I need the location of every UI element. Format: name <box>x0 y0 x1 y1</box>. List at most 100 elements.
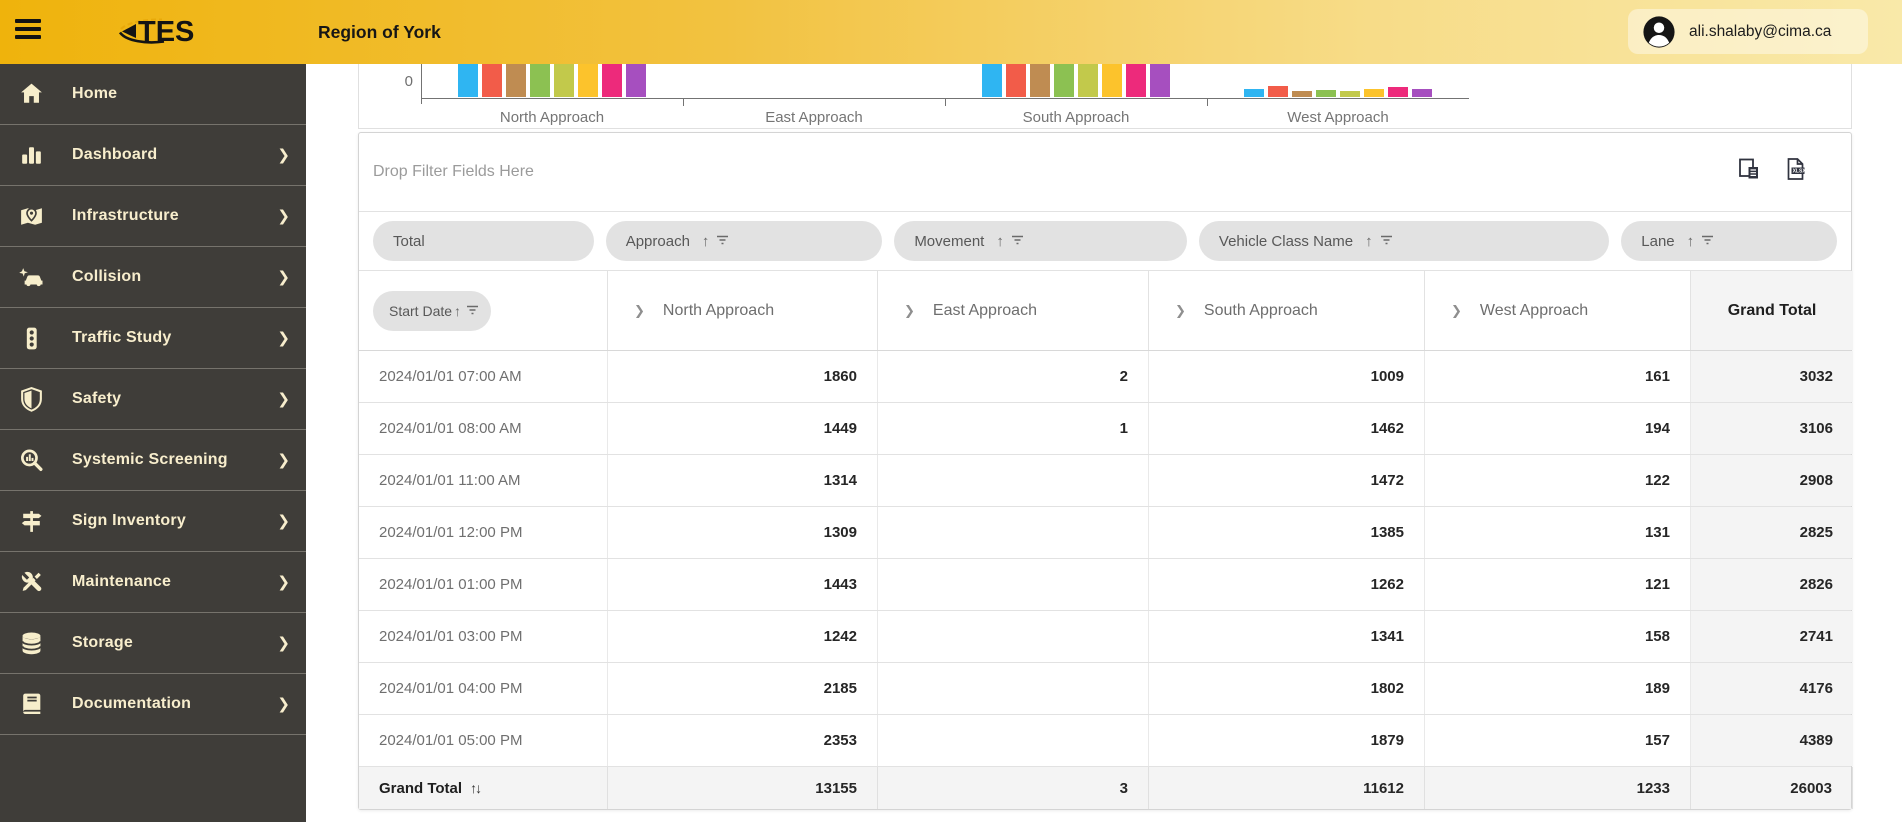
field-chip-approach[interactable]: Approach ↑ <box>605 221 883 261</box>
field-chip-total[interactable]: Total <box>373 221 594 261</box>
sort-asc-icon[interactable]: ↑ <box>701 232 710 250</box>
value-cell: 2825 <box>1691 507 1853 558</box>
row-date-cell: 2024/01/01 11:00 AM <box>359 455 608 506</box>
chart-bar <box>1244 89 1264 97</box>
sidebar-item-dashboard[interactable]: Dashboard ❯ <box>0 125 306 186</box>
hamburger-menu-icon[interactable] <box>15 19 42 45</box>
grand-total-label: Grand Total ↑↓ <box>359 767 608 809</box>
column-header-north-approach[interactable]: ❯ North Approach <box>608 271 878 350</box>
sidebar-item-safety[interactable]: Safety ❯ <box>0 369 306 430</box>
grand-total-value: 11612 <box>1149 767 1425 809</box>
column-header-label: East Approach <box>932 301 1037 319</box>
value-cell: 1262 <box>1149 559 1425 610</box>
chart-bar <box>602 64 622 97</box>
chevron-right-icon: ❯ <box>277 452 290 469</box>
sort-asc-icon[interactable]: ↑ <box>1686 232 1695 250</box>
field-chip-label: Vehicle Class Name <box>1218 232 1354 250</box>
drop-filter-label: Drop Filter Fields Here <box>373 163 534 180</box>
value-cell <box>878 611 1149 662</box>
expand-chevron-icon[interactable]: ❯ <box>904 302 915 318</box>
x-axis-tick <box>1207 98 1208 106</box>
sidebar-item-label: Collision <box>72 268 142 285</box>
expand-chevron-icon[interactable]: ❯ <box>634 302 645 318</box>
y-axis-zero-label: 0 <box>404 73 413 90</box>
chart-bar <box>1150 64 1170 97</box>
sidebar-item-label: Storage <box>72 634 133 651</box>
export-xlsx-icon[interactable]: XLSX <box>1783 157 1807 181</box>
column-header-label: West Approach <box>1479 301 1589 319</box>
sort-toggle-icon[interactable]: ↑↓ <box>470 780 482 796</box>
sidebar-item-documentation[interactable]: Documentation ❯ <box>0 674 306 735</box>
filter-icon[interactable] <box>466 303 479 319</box>
chart-bar <box>1054 64 1074 97</box>
sidebar-item-collision[interactable]: Collision ❯ <box>0 247 306 308</box>
user-email: ali.shalaby@cima.ca <box>1689 22 1832 40</box>
value-cell <box>878 455 1149 506</box>
filter-icon[interactable] <box>1011 233 1024 250</box>
sidebar: Home Dashboard ❯ Infrastructure ❯ Collis… <box>0 64 306 822</box>
table-row: 2024/01/01 01:00 PM 1443 1262 121 2826 <box>359 559 1853 611</box>
filter-icon[interactable] <box>1701 233 1714 250</box>
bar-chart-icon <box>18 141 48 169</box>
chevron-right-icon: ❯ <box>277 696 290 713</box>
table-row: 2024/01/01 11:00 AM 1314 1472 122 2908 <box>359 455 1853 507</box>
chart-bar <box>1292 91 1312 97</box>
value-cell: 4389 <box>1691 715 1853 766</box>
grand-total-value: 1233 <box>1425 767 1691 809</box>
value-cell: 2353 <box>608 715 878 766</box>
sidebar-item-sign-inventory[interactable]: Sign Inventory ❯ <box>0 491 306 552</box>
field-chip-vehicle-class-name[interactable]: Vehicle Class Name ↑ <box>1198 221 1610 261</box>
sort-asc-icon[interactable]: ↑ <box>454 302 461 319</box>
sidebar-item-systemic-screening[interactable]: Systemic Screening ❯ <box>0 430 306 491</box>
sidebar-item-infrastructure[interactable]: Infrastructure ❯ <box>0 186 306 247</box>
value-cell <box>878 559 1149 610</box>
chevron-right-icon: ❯ <box>277 330 290 347</box>
chart-bar <box>458 64 478 97</box>
topbar: TES Region of York ali.shalaby@cima.ca <box>0 0 1902 64</box>
sort-asc-icon[interactable]: ↑ <box>1365 232 1373 250</box>
field-chooser-icon[interactable] <box>1737 157 1761 181</box>
expand-chevron-icon[interactable]: ❯ <box>1451 302 1462 318</box>
value-cell: 1449 <box>608 403 878 454</box>
field-chip-movement[interactable]: Movement ↑ <box>894 221 1187 261</box>
value-cell: 158 <box>1425 611 1691 662</box>
row-date-cell: 2024/01/01 05:00 PM <box>359 715 608 766</box>
row-field-cell: Start Date ↑ <box>359 271 608 350</box>
column-header-grand-total: Grand Total <box>1691 271 1853 350</box>
value-cell: 1462 <box>1149 403 1425 454</box>
grand-total-value: 3 <box>878 767 1149 809</box>
field-chip-lane[interactable]: Lane ↑ <box>1621 221 1837 261</box>
category-label: West Approach <box>1287 109 1389 126</box>
row-date-cell: 2024/01/01 12:00 PM <box>359 507 608 558</box>
column-header-east-approach[interactable]: ❯ East Approach <box>878 271 1149 350</box>
chart-bar <box>1388 87 1408 97</box>
chart-bar <box>1102 64 1122 97</box>
filter-drop-zone[interactable]: Drop Filter Fields Here XLSX <box>359 133 1851 212</box>
chart-bar <box>1030 64 1050 97</box>
field-chip-start-date[interactable]: Start Date ↑ <box>373 290 491 331</box>
sidebar-item-storage[interactable]: Storage ❯ <box>0 613 306 674</box>
chevron-right-icon: ❯ <box>277 513 290 530</box>
chevron-right-icon: ❯ <box>277 635 290 652</box>
sidebar-item-label: Safety <box>72 390 122 407</box>
row-date-cell: 2024/01/01 04:00 PM <box>359 663 608 714</box>
expand-chevron-icon[interactable]: ❯ <box>1175 302 1186 318</box>
sidebar-item-traffic-study[interactable]: Traffic Study ❯ <box>0 308 306 369</box>
value-cell: 1879 <box>1149 715 1425 766</box>
book-icon <box>18 690 48 718</box>
shield-icon <box>18 385 48 413</box>
sort-asc-icon[interactable]: ↑ <box>996 232 1004 250</box>
chart-bar <box>1268 86 1288 97</box>
table-row: 2024/01/01 12:00 PM 1309 1385 131 2825 <box>359 507 1853 559</box>
sidebar-item-home[interactable]: Home <box>0 64 306 125</box>
grand-total-value: 13155 <box>608 767 878 809</box>
filter-icon[interactable] <box>716 233 729 250</box>
column-header-west-approach[interactable]: ❯ West Approach <box>1425 271 1691 350</box>
sidebar-item-maintenance[interactable]: Maintenance ❯ <box>0 552 306 613</box>
value-cell: 161 <box>1425 351 1691 402</box>
value-cell: 1385 <box>1149 507 1425 558</box>
user-account-button[interactable]: ali.shalaby@cima.ca <box>1628 9 1868 54</box>
column-header-south-approach[interactable]: ❯ South Approach <box>1149 271 1425 350</box>
y-axis-line <box>421 64 422 104</box>
filter-icon[interactable] <box>1380 233 1393 250</box>
